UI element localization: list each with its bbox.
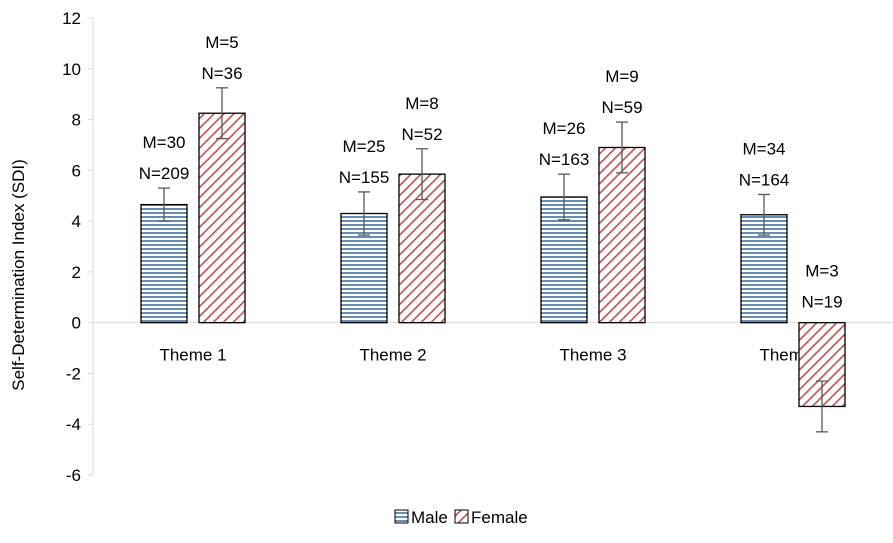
bar-annotation: M=30 [143,133,186,152]
y-tick-label: 8 [72,111,81,130]
category-label: Theme 2 [359,346,426,365]
bar-annotation: M=3 [805,262,839,281]
legend-item-male: Male [394,508,448,527]
bar-annotation: N=209 [139,164,190,183]
legend-item-female: Female [454,508,528,527]
bar-annotation: N=155 [339,168,390,187]
bar-annotation: N=163 [539,150,590,169]
bar-annotation: M=9 [605,67,639,86]
bar-annotation: M=25 [343,137,386,156]
y-tick-label: 4 [72,212,81,231]
error-bars [158,87,828,433]
y-tick-label: -6 [66,466,81,485]
legend-swatch-female [454,509,469,524]
bar-male [540,196,588,324]
legend: Male Female [394,508,528,527]
bar-annotation: M=34 [743,139,786,158]
bar-female [198,112,246,324]
bar-annotation: N=164 [739,170,790,189]
bar-annotation: N=59 [601,98,642,117]
annotations: M=30 N=209 M=5 N=36 M=25 N=155 M=8 N=52 M=26 N=16… [139,33,843,312]
bar-annotation: M=26 [543,119,586,138]
bar-annotation: M=8 [405,94,439,113]
bar-annotation: N=36 [201,64,242,83]
y-tick-label: 10 [62,60,81,79]
bar-male [140,203,188,324]
y-tick-label: 6 [72,161,81,180]
y-tick-label: 12 [62,9,81,28]
bar-female [398,173,446,324]
bar-female [598,146,646,324]
category-label: Theme 1 [159,346,226,365]
bar-annotation: N=19 [801,293,842,312]
bar-annotation: M=5 [205,33,239,52]
y-tick-label: -4 [66,415,81,434]
category-label: Theme 3 [559,346,626,365]
y-axis-label: Self-Determination Index (SDI) [9,159,28,390]
y-tick-label: 0 [72,314,81,333]
legend-label-male: Male [411,508,448,527]
y-tick-label: -2 [66,364,81,383]
legend-label-female: Female [471,508,528,527]
bar-annotation: N=52 [401,125,442,144]
bars [140,112,846,408]
legend-swatch-male [394,509,409,524]
y-tick-label: 2 [72,263,81,282]
